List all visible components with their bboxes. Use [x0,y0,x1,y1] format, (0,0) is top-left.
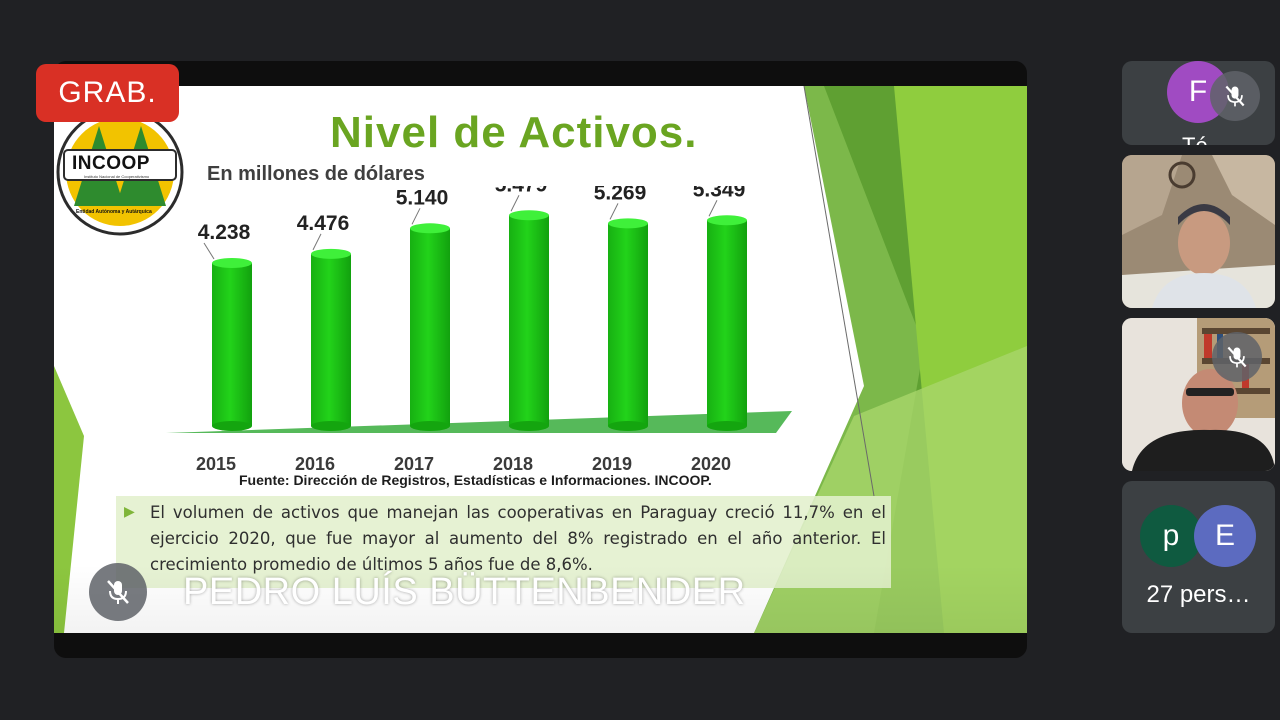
logo-footer: Entidad Autónoma y Autárquica [76,209,152,215]
category-label: 2017 [394,454,434,474]
slide: INCOOP Instituto Nacional de Cooperativi… [54,86,1027,633]
logo-subtext: Instituto Nacional de Cooperativismo [84,174,150,179]
data-label: 5.269 [594,186,647,204]
recording-badge: GRAB. [36,64,179,122]
others-count: 27 pers… [1146,581,1251,608]
data-label: 5.140 [396,186,449,209]
video-feed [1122,318,1275,471]
slide-title: Nivel de Activos. [330,108,698,157]
chart-source: Fuente: Dirección de Registros, Estadíst… [239,472,712,488]
summary-text: El volumen de activos que manejan las co… [150,503,886,574]
chart-bar [212,258,252,431]
participant-video-tile[interactable] [1122,155,1275,308]
presentation-tile[interactable]: INCOOP Instituto Nacional de Cooperativi… [54,61,1027,658]
bar-chart: 4.238 2015 4.476 2016 5.140 2017 5.479 2018 5.26… [166,186,792,474]
name-bar [54,564,1027,633]
data-label-leader [411,208,421,225]
data-label-leader [708,200,718,217]
other-participants-tile[interactable]: p E 27 pers… [1122,481,1275,633]
category-label: 2016 [295,454,335,474]
summary-note: ▶ El volumen de activos que manejan las … [116,496,891,588]
chart-bar [707,215,747,431]
mic-off-icon [1210,71,1260,121]
data-label-leader [203,242,215,260]
chart-bar [410,223,450,431]
category-label: 2015 [196,454,236,474]
data-label: 4.238 [198,221,251,244]
data-label: 4.476 [297,212,350,235]
participant-tile-f[interactable]: F Té [1122,61,1275,145]
participant-video-tile-muted[interactable] [1122,318,1275,471]
data-label-leader [510,195,520,212]
data-label: 5.349 [693,186,746,201]
logo-text: INCOOP [72,153,150,174]
category-label: 2019 [592,454,632,474]
presenter-name: PEDRO LUÍS BÜTTENBENDER [183,571,746,613]
data-label: 5.479 [495,186,548,196]
data-label-leader [609,203,619,220]
bullet-icon: ▶ [124,504,135,520]
participant-name: Té [1182,133,1208,145]
incoop-logo: INCOOP Instituto Nacional de Cooperativi… [54,106,186,238]
chart-bar [608,218,648,431]
category-label: 2020 [691,454,731,474]
mic-off-icon [89,563,147,621]
avatar: E [1194,505,1256,567]
chart-floor [166,411,792,433]
video-feed [1122,155,1275,308]
category-label: 2018 [493,454,533,474]
data-label-leader [312,233,322,251]
chart-bar [311,248,351,431]
slide-subtitle: En millones de dólares [207,163,425,185]
chart-bar [509,210,549,431]
avatar: p [1140,505,1202,567]
mic-off-icon [1212,332,1262,382]
